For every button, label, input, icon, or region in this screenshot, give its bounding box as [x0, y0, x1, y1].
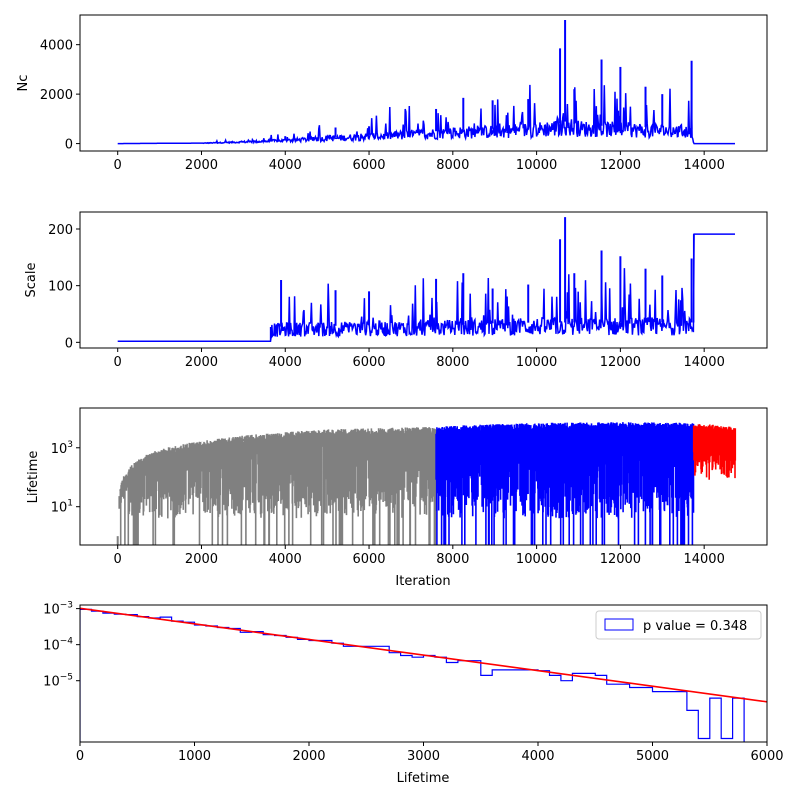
- lifetime-chart-x-tick-label: 12000: [600, 552, 641, 567]
- lifetime-histogram-y-tick-label: 10−5: [43, 673, 73, 690]
- lifetime-histogram-x-tick-label: 1000: [178, 749, 211, 764]
- nc-chart-y-axis: 0 2000 4000: [40, 39, 80, 153]
- lifetime-chart-y-tick-label: 101: [51, 499, 73, 516]
- nc-chart-y-label: Nc: [16, 75, 31, 92]
- scale-chart-y-tick-label: 100: [48, 280, 73, 295]
- scale-chart-x-tick-label: 14000: [683, 355, 724, 370]
- scale-chart-x-tick-label: 8000: [436, 355, 469, 370]
- nc-chart-series-line: [117, 84, 735, 145]
- nc-chart-x-tick-label: 2000: [185, 158, 218, 173]
- scale-chart-x-tick-label: 12000: [600, 355, 641, 370]
- lifetime-chart-x-tick-label: 4000: [269, 552, 302, 567]
- lifetime-histogram-y-axis: 10−5 10−4 10−3: [43, 601, 80, 690]
- scale-chart: 0 2000 4000 6000 8000 10000 12000 14000 0 100 200…: [24, 211, 768, 370]
- lifetime-chart-frame: [79, 407, 768, 546]
- lifetime-chart-series-red: [692, 424, 737, 480]
- scale-chart-y-label: Scale: [24, 263, 39, 298]
- nc-chart-x-tick-label: 10000: [516, 158, 557, 173]
- lifetime-histogram: 0 1000 2000 3000 4000 5000 6000 10−5 10−4 10−3 L…: [43, 601, 783, 786]
- lifetime-chart-x-tick-label: 0: [114, 552, 122, 567]
- scale-chart-x-tick-label: 2000: [185, 355, 218, 370]
- nc-chart-x-tick-label: 12000: [600, 158, 641, 173]
- lifetime-chart-y-axis: 101 103: [51, 440, 80, 516]
- nc-chart-x-tick-label: 6000: [352, 158, 385, 173]
- nc-chart-x-tick-label: 8000: [436, 158, 469, 173]
- scale-chart-x-tick-label: 6000: [352, 355, 385, 370]
- scale-chart-x-tick-label: 4000: [269, 355, 302, 370]
- lifetime-chart-y-label: Lifetime: [26, 451, 41, 504]
- lifetime-chart-y-tick-label: 103: [51, 440, 73, 457]
- nc-chart-x-tick-label: 14000: [683, 158, 724, 173]
- lifetime-histogram-y-tick-label: 10−3: [43, 601, 73, 618]
- lifetime-histogram-x-tick-label: 5000: [636, 749, 669, 764]
- lifetime-chart-x-tick-label: 2000: [185, 552, 218, 567]
- scale-chart-x-tick-label: 0: [114, 355, 122, 370]
- lifetime-histogram-x-tick-label: 2000: [292, 749, 325, 764]
- legend-label: p value = 0.348: [643, 619, 747, 634]
- scale-chart-y-tick-label: 200: [48, 223, 73, 238]
- legend-swatch: [604, 618, 634, 631]
- lifetime-histogram-y-tick-label: 10−4: [43, 637, 73, 654]
- lifetime-histogram-fit-line: [80, 607, 767, 703]
- lifetime-histogram-x-tick-label: 0: [76, 749, 84, 764]
- lifetime-chart: 0 2000 4000 6000 8000 10000 12000 14000 101103 …: [26, 407, 768, 589]
- lifetime-histogram-x-tick-label: 3000: [407, 749, 440, 764]
- scale-chart-y-axis: 0 100 200: [48, 223, 80, 351]
- lifetime-chart-series-blue: [435, 422, 695, 545]
- nc-chart-x-tick-label: 4000: [269, 158, 302, 173]
- lifetime-chart-x-tick-label: 6000: [352, 552, 385, 567]
- lifetime-chart-x-label: Iteration: [395, 574, 450, 589]
- nc-chart-y-tick-label: 0: [65, 138, 73, 153]
- scale-chart-x-tick-label: 10000: [516, 355, 557, 370]
- nc-chart-x-tick-label: 0: [114, 158, 122, 173]
- scale-chart-y-tick-label: 0: [65, 336, 73, 351]
- lifetime-histogram-x-axis: 0 1000 2000 3000 4000 5000 6000: [76, 742, 784, 764]
- lifetime-histogram-x-label: Lifetime: [397, 771, 450, 786]
- scale-chart-x-axis: 0 2000 4000 6000 8000 10000 12000 14000: [114, 348, 725, 370]
- legend: p value = 0.348: [595, 610, 762, 640]
- nc-chart-frame: [79, 14, 768, 152]
- scale-chart-frame: [79, 211, 768, 349]
- nc-chart-x-axis: 0 2000 4000 6000 8000 10000 12000 14000: [114, 151, 725, 173]
- lifetime-chart-series-gray: [118, 427, 437, 545]
- lifetime-histogram-x-tick-label: 6000: [750, 749, 783, 764]
- lifetime-histogram-x-tick-label: 4000: [521, 749, 554, 764]
- lifetime-chart-x-axis: 0 2000 4000 6000 8000 10000 12000 14000: [114, 545, 725, 567]
- lifetime-chart-x-tick-label: 10000: [516, 552, 557, 567]
- nc-chart: 0 2000 4000 6000 8000 10000 12000 14000 0 2000 40…: [16, 14, 768, 173]
- nc-chart-y-tick-label: 2000: [40, 88, 73, 103]
- lifetime-chart-x-tick-label: 8000: [436, 552, 469, 567]
- legend-box: [595, 610, 762, 640]
- nc-chart-y-tick-label: 4000: [40, 39, 73, 54]
- scale-chart-series-line: [117, 233, 735, 342]
- lifetime-chart-x-tick-label: 14000: [683, 552, 724, 567]
